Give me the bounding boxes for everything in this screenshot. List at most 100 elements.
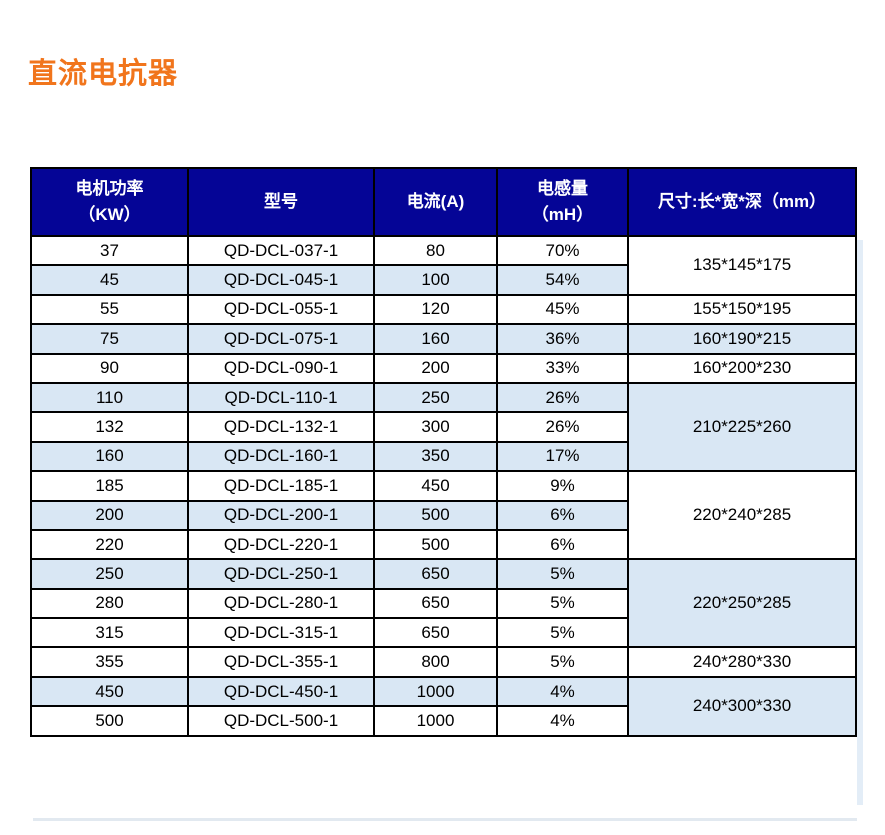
table-row: 185 QD-DCL-185-1 450 9% 220*240*285 (30, 470, 857, 561)
header-inductance-line1: 电感量 (537, 178, 588, 198)
header-motor-power-line2: （KW） (78, 205, 141, 224)
cell-inductance: 36% (496, 323, 629, 355)
cell-model: QD-DCL-315-1 (187, 617, 375, 649)
cell-current: 80 (373, 234, 498, 267)
cell-current: 160 (373, 323, 498, 355)
cell-power: 90 (30, 352, 189, 384)
table-row: 280 QD-DCL-280-1 650 5% (30, 587, 856, 620)
cell-power: 185 (30, 470, 189, 502)
cell-model: QD-DCL-110-1 (187, 381, 375, 414)
table-row: 220 QD-DCL-220-1 500 6% (30, 528, 856, 561)
cell-power: 280 (30, 587, 189, 620)
cell-dimensions: 240*300*330 (627, 675, 857, 737)
cell-current: 350 (373, 440, 498, 473)
cell-current: 650 (373, 558, 498, 590)
header-model: 型号 (187, 167, 375, 237)
cell-model: QD-DCL-280-1 (187, 587, 375, 620)
cell-power: 315 (30, 617, 189, 649)
header-current: 电流(A) (373, 167, 498, 237)
cell-model: QD-DCL-200-1 (187, 499, 375, 531)
cell-inductance: 5% (496, 558, 629, 590)
cell-power: 500 (30, 705, 189, 737)
cell-current: 650 (373, 587, 498, 620)
cell-dimensions: 210*225*260 (627, 381, 857, 473)
cell-power: 45 (30, 264, 189, 296)
cell-model: QD-DCL-355-1 (187, 646, 375, 678)
table-row: 250 QD-DCL-250-1 650 5% 220*250*285 (30, 558, 857, 649)
page-title: 直流电抗器 (28, 58, 179, 90)
table-row: 75 QD-DCL-075-1 160 36% 160*190*215 (30, 323, 857, 355)
cell-current: 650 (373, 617, 498, 649)
table-right-shadow (857, 240, 863, 805)
cell-model: QD-DCL-185-1 (187, 470, 375, 502)
table-row: 160 QD-DCL-160-1 350 17% (30, 440, 856, 473)
cell-power: 220 (30, 528, 189, 561)
cell-model: QD-DCL-055-1 (187, 293, 375, 326)
cell-power: 160 (30, 440, 189, 473)
header-inductance: 电感量 （mH） (496, 167, 629, 237)
dc-reactor-spec-table: 电机功率 （KW） 型号 电流(A) 电感量 （mH） 尺寸:长*宽*深（mm）… (30, 167, 857, 737)
table-row: 450 QD-DCL-450-1 1000 4% 240*300*330 (30, 675, 857, 737)
table-row: 315 QD-DCL-315-1 650 5% (30, 617, 856, 649)
cell-inductance: 26% (496, 411, 629, 443)
cell-inductance: 70% (496, 234, 629, 267)
header-row: 电机功率 （KW） 型号 电流(A) 电感量 （mH） 尺寸:长*宽*深（mm） (30, 167, 857, 237)
cell-inductance: 6% (496, 499, 629, 531)
cell-inductance: 6% (496, 528, 629, 561)
cell-dimensions: 160*190*215 (627, 323, 857, 355)
cell-model: QD-DCL-132-1 (187, 411, 375, 443)
cell-inductance: 4% (496, 675, 629, 708)
table-row: 45 QD-DCL-045-1 100 54% (30, 264, 856, 296)
table-row: 355 QD-DCL-355-1 800 5% 240*280*330 (30, 646, 857, 678)
cell-dimensions: 220*250*285 (627, 558, 857, 649)
cell-inductance: 4% (496, 705, 629, 737)
table-row: 55 QD-DCL-055-1 120 45% 155*150*195 (30, 293, 857, 326)
cell-model: QD-DCL-045-1 (187, 264, 375, 296)
cell-current: 100 (373, 264, 498, 296)
cell-power: 250 (30, 558, 189, 590)
cell-inductance: 54% (496, 264, 629, 296)
cell-inductance: 5% (496, 587, 629, 620)
cell-power: 37 (30, 234, 189, 267)
header-motor-power-line1: 电机功率 (75, 178, 144, 198)
cell-dimensions: 240*280*330 (627, 646, 857, 678)
table-row: 500 QD-DCL-500-1 1000 4% (30, 705, 856, 737)
cell-current: 300 (373, 411, 498, 443)
cell-current: 500 (373, 499, 498, 531)
cell-model: QD-DCL-160-1 (187, 440, 375, 473)
cell-current: 800 (373, 646, 498, 678)
cell-inductance: 33% (496, 352, 629, 384)
cell-inductance: 17% (496, 440, 629, 473)
cell-model: QD-DCL-450-1 (187, 675, 375, 708)
cell-power: 450 (30, 675, 189, 708)
header-motor-power: 电机功率 （KW） (30, 167, 189, 237)
cell-model: QD-DCL-250-1 (187, 558, 375, 590)
cell-model: QD-DCL-220-1 (187, 528, 375, 561)
table-row: 37 QD-DCL-037-1 80 70% 135*145*175 (30, 234, 857, 296)
cell-inductance: 5% (496, 617, 629, 649)
cell-power: 55 (30, 293, 189, 326)
cell-model: QD-DCL-037-1 (187, 234, 375, 267)
cell-inductance: 26% (496, 381, 629, 414)
cell-power: 110 (30, 381, 189, 414)
cell-current: 1000 (373, 705, 498, 737)
cell-power: 355 (30, 646, 189, 678)
table-bottom-shadow (33, 818, 857, 821)
cell-dimensions: 155*150*195 (627, 293, 857, 326)
cell-dimensions: 220*240*285 (627, 470, 857, 561)
header-dimensions: 尺寸:长*宽*深（mm） (627, 167, 857, 237)
cell-power: 132 (30, 411, 189, 443)
table-row: 110 QD-DCL-110-1 250 26% 210*225*260 (30, 381, 857, 473)
table-row: 132 QD-DCL-132-1 300 26% (30, 411, 856, 443)
cell-inductance: 5% (496, 646, 629, 678)
cell-dimensions: 160*200*230 (627, 352, 857, 384)
header-inductance-line2: （mH） (531, 205, 594, 224)
cell-inductance: 9% (496, 470, 629, 502)
cell-power: 200 (30, 499, 189, 531)
table-row: 200 QD-DCL-200-1 500 6% (30, 499, 856, 531)
cell-inductance: 45% (496, 293, 629, 326)
cell-power: 75 (30, 323, 189, 355)
cell-current: 250 (373, 381, 498, 414)
cell-model: QD-DCL-500-1 (187, 705, 375, 737)
